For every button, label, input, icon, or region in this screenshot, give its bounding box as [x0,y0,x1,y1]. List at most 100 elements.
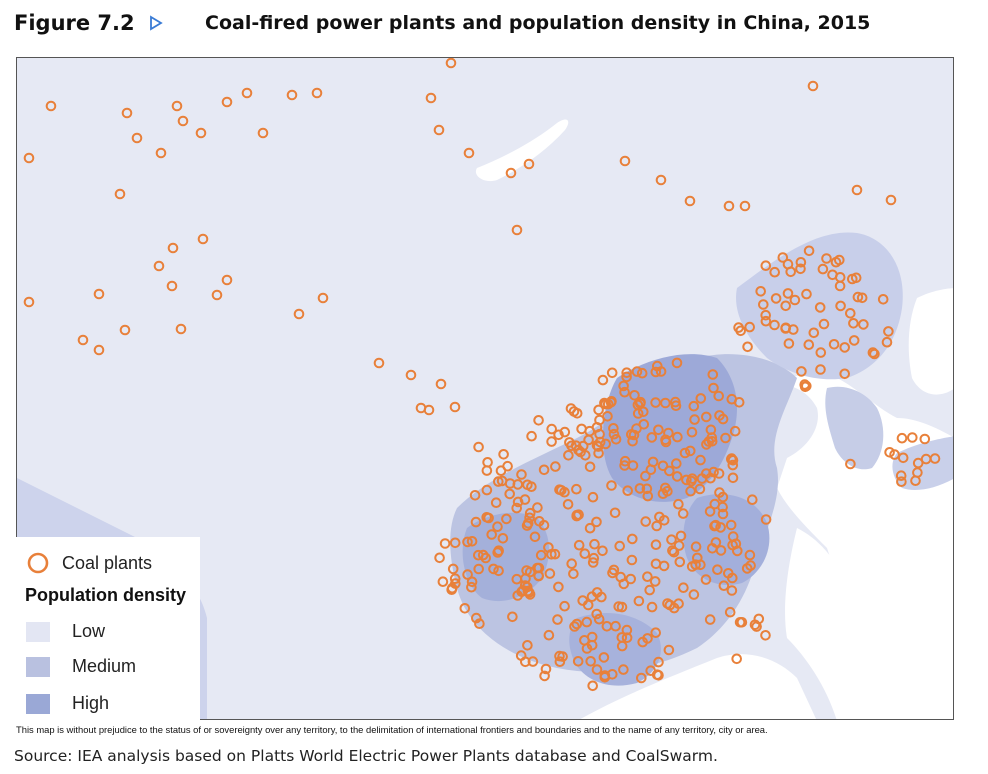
coal-plant-marker [507,611,518,623]
coal-plant-marker [543,629,555,641]
coal-plant-marker [589,538,600,550]
coal-plant-marker [815,347,827,358]
coal-plant-marker [599,672,611,683]
coal-plant-marker [758,299,769,310]
coal-plant-marker [568,406,580,417]
coal-plant-marker [673,540,685,551]
coal-plant-marker [645,464,657,476]
coal-plant-marker [621,632,633,644]
coal-plant-marker [848,335,860,346]
coal-plant-marker [166,280,178,292]
coal-plant-marker [572,656,584,667]
coal-plant-marker [714,487,725,498]
coal-plant-marker [554,656,566,668]
coal-plant-marker [667,545,678,556]
coal-plant-marker [650,539,662,551]
coal-plant-marker [755,286,767,297]
coal-plant-marker [858,319,869,330]
coal-plant-marker [723,568,734,579]
coal-plant-marker [621,367,633,379]
coal-plant-marker [688,589,700,600]
coal-plant-marker [632,399,644,411]
coal-plant-marker [653,424,664,436]
coal-plant-marker [582,599,594,611]
coal-plant-marker [856,292,868,304]
coal-plant-marker [119,324,131,336]
coal-plant-marker [724,606,736,618]
coal-plant-marker [707,369,719,380]
coal-plant-marker [796,366,807,377]
east-sea [785,528,887,719]
coal-plant-marker [546,423,558,435]
coal-plant-marker [660,482,671,494]
coal-plant-marker [777,252,789,263]
coal-plant-marker [175,323,187,335]
coal-plant-marker [599,397,610,409]
legend-coal-plants-label: Coal plants [62,552,153,573]
coal-plant-marker [77,334,89,346]
coal-plant-marker [753,613,765,625]
coal-plant-marker [814,302,826,313]
coal-plant-marker [405,369,417,381]
coal-plant-marker [591,422,603,433]
coal-plant-marker [293,308,305,320]
coal-plant-marker [493,476,504,487]
coal-plant-marker [726,393,738,405]
coal-plant-marker [709,498,721,510]
coal-plant-marker [587,557,599,568]
coal-plant-marker [195,127,207,139]
korea-peninsula [825,386,884,470]
coal-plant-marker [493,545,505,557]
coal-plant-marker [651,520,663,532]
coal-plant-marker [631,366,643,377]
south-sea [580,654,817,719]
coal-plant-marker [851,184,863,196]
coal-plant-marker [473,441,484,453]
coal-plant-marker [795,257,807,268]
coal-plant-marker [614,540,626,552]
coal-plant-marker [621,371,632,383]
coal-plant-marker [221,96,233,108]
coal-plant-marker [559,486,570,498]
coal-plant-marker [726,453,738,464]
map-disclaimer: This map is without prejudice to the sta… [16,724,768,735]
coal-plant-marker [650,366,662,378]
coal-plant-marker [633,595,645,607]
coal-plant-marker [605,397,617,408]
coal-plant-marker [581,643,593,654]
coal-plant-marker [520,656,531,668]
coal-plant-marker [538,464,550,476]
coal-plant-marker [114,188,126,200]
coal-plant-marker [221,274,233,286]
coal-plant-marker [645,665,657,677]
coal-plant-marker [241,87,253,99]
coal-plant-marker [723,200,735,212]
coal-plant-marker [628,429,640,441]
coal-plant-marker [640,470,651,482]
figure-label: Figure 7.2 [14,11,135,35]
legend-heading: Population density [25,585,187,605]
coal-plant-marker [601,621,613,632]
coal-plant-marker [197,233,209,245]
coal-plant-marker [512,496,524,508]
coal-plant-marker [618,664,629,675]
coal-plant-marker-icon [27,552,49,574]
coal-plant-marker [709,520,720,532]
coal-plant-marker [563,450,574,461]
coal-plant-marker [533,570,545,582]
coal-plant-marker [473,563,485,575]
legend-label-low: Low [72,621,106,641]
coal-plant-marker [618,380,629,392]
coal-plant-marker [597,374,609,386]
coal-plant-marker [425,92,437,104]
coal-plant-marker [686,561,698,572]
coal-plant-marker [701,439,712,450]
coal-plant-marker [505,167,517,179]
coal-plant-marker [641,483,653,495]
coal-plant-marker [706,432,718,443]
coal-plant-marker [553,429,564,441]
coal-plant-marker [619,455,631,467]
coal-plant-marker [523,587,535,598]
coal-plant-marker [433,124,445,136]
coal-plant-marker [670,396,681,408]
